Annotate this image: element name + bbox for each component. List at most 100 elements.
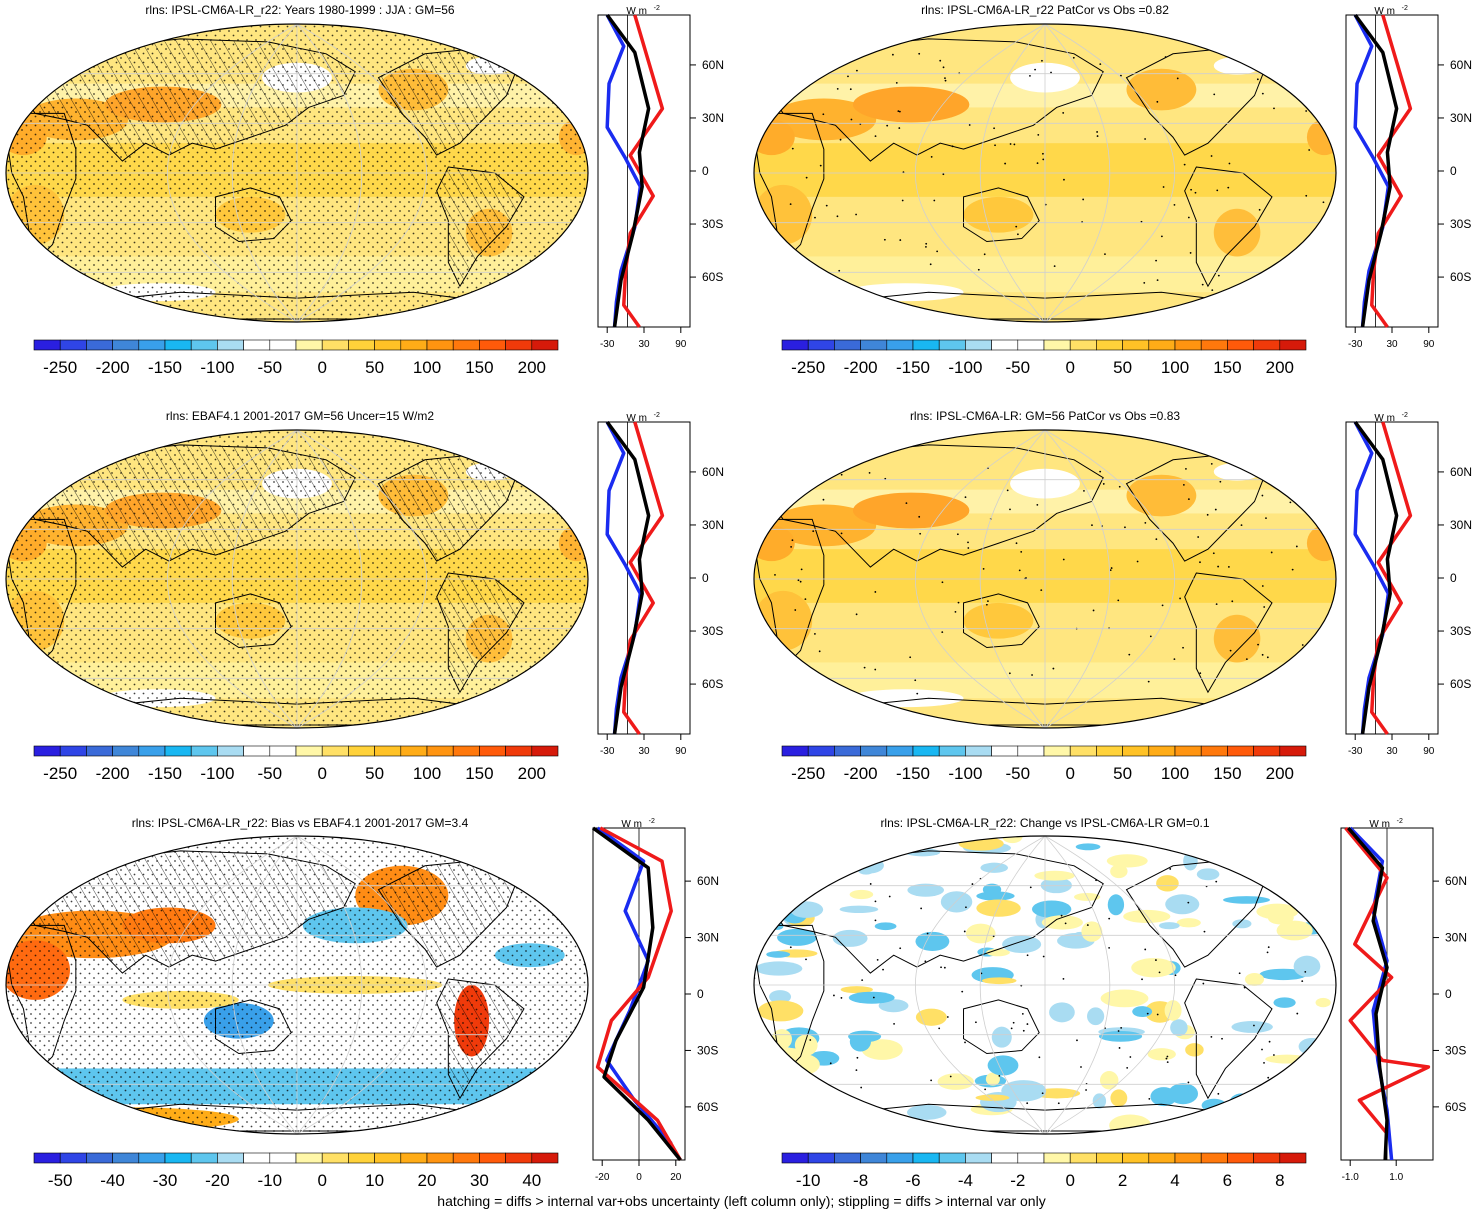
colorbar-swatch xyxy=(400,745,428,757)
profile-lat-label: 0 xyxy=(702,571,709,585)
colorbar-swatch xyxy=(86,745,113,757)
colorbar-swatch xyxy=(243,339,271,351)
colorbar-swatch xyxy=(807,1152,835,1164)
colorbar-swatch xyxy=(452,339,480,351)
colorbar-label: -200 xyxy=(844,358,878,377)
profile-lat-label: 60S xyxy=(697,1100,718,1114)
profile-curve-black xyxy=(605,13,651,328)
colorbar-label: 10 xyxy=(365,1171,384,1190)
colorbar-swatch xyxy=(991,339,1019,351)
colorbar-swatch xyxy=(348,339,375,351)
colorbar-swatch xyxy=(59,745,87,757)
colorbar-swatch xyxy=(1253,745,1281,757)
coastline-samerica xyxy=(1184,978,1273,1100)
profile-lat-label: 30N xyxy=(702,111,724,125)
profile-unit-label: W m xyxy=(621,819,642,830)
colorbar-swatch xyxy=(269,339,297,351)
colorbar-swatch xyxy=(190,1152,218,1164)
colorbar-label: -4 xyxy=(958,1171,973,1190)
colorbar-label: -250 xyxy=(43,358,77,377)
colorbar-swatch xyxy=(164,1152,192,1164)
colorbar-label: 2 xyxy=(1118,1171,1127,1190)
colorbar-5: -50-40-30-20-1001020304050 xyxy=(33,1152,559,1190)
profile-unit-label: W m xyxy=(1369,819,1390,830)
profile-unit-label: W m xyxy=(626,413,647,424)
colorbar-label: -2 xyxy=(1010,1171,1025,1190)
colorbar-swatch xyxy=(1043,745,1071,757)
colorbar-label: 200 xyxy=(518,764,546,783)
profile-lat-label: 30S xyxy=(1445,1043,1466,1057)
colorbar-swatch xyxy=(1043,339,1071,351)
colorbar-label: -100 xyxy=(948,764,982,783)
profile-value-label: 90 xyxy=(675,746,687,757)
map-panel-2 xyxy=(753,23,1337,323)
colorbar-swatch xyxy=(1279,339,1307,351)
profile-lat-label: 0 xyxy=(1450,164,1457,178)
colorbar-swatch xyxy=(1227,1152,1254,1164)
colorbar-label: 100 xyxy=(413,358,441,377)
coastline-africa xyxy=(754,924,825,1070)
colorbar-label: 0 xyxy=(1065,358,1074,377)
colorbar-4: -250-200-150-100-50050100150200250 xyxy=(781,745,1307,783)
map-panel-4 xyxy=(753,429,1337,729)
colorbar-swatch xyxy=(33,1152,61,1164)
colorbar-label: 0 xyxy=(317,358,326,377)
zonal-profile-6: W m -2 60N 30N 0 30S 60S -1.0 1.0 xyxy=(1340,818,1467,1183)
colorbar-swatch xyxy=(217,339,244,351)
profile-value-label: -1.0 xyxy=(1342,1172,1360,1183)
profile-curve-blue xyxy=(596,826,673,1145)
coastline-eurasia xyxy=(770,850,1104,974)
colorbar-swatch xyxy=(938,1152,966,1164)
profile-value-label: -30 xyxy=(600,339,615,350)
colorbar-swatch xyxy=(991,745,1019,757)
colorbar-swatch xyxy=(505,745,533,757)
colorbar-swatch xyxy=(400,339,428,351)
colorbar-swatch xyxy=(1069,1152,1097,1164)
panel-title-2: rlns: IPSL-CM6A-LR_r22 PatCor vs Obs =0.… xyxy=(921,3,1169,17)
profile-lat-label: 30N xyxy=(697,931,719,945)
colorbar-swatch xyxy=(912,339,940,351)
colorbar-label: -250 xyxy=(43,764,77,783)
colorbar-swatch xyxy=(348,1152,375,1164)
colorbar-swatch xyxy=(1174,339,1202,351)
colorbar-swatch xyxy=(965,745,992,757)
profile-value-label: 30 xyxy=(1386,746,1398,757)
colorbar-label: 100 xyxy=(1161,764,1189,783)
profile-lat-label: 60N xyxy=(1450,465,1472,479)
colorbar-swatch xyxy=(1174,1152,1202,1164)
panel-title-1: rlns: IPSL-CM6A-LR_r22: Years 1980-1999 … xyxy=(145,3,455,17)
colorbar-swatch xyxy=(860,1152,888,1164)
panel-title-5: rlns: IPSL-CM6A-LR_r22: Bias vs EBAF4.1 … xyxy=(131,816,469,830)
colorbar-swatch xyxy=(452,745,480,757)
colorbar-label: -150 xyxy=(148,764,182,783)
colorbar-swatch xyxy=(1148,745,1176,757)
colorbar-swatch xyxy=(269,745,297,757)
colorbar-label: -8 xyxy=(853,1171,868,1190)
coastline-africa xyxy=(754,112,825,258)
colorbar-swatch xyxy=(1069,745,1097,757)
colorbar-label: 40 xyxy=(522,1171,541,1190)
colorbar-label: -100 xyxy=(948,358,982,377)
colorbar-swatch xyxy=(834,339,861,351)
colorbar-swatch xyxy=(400,1152,428,1164)
colorbar-swatch xyxy=(190,745,218,757)
profile-unit-superscript: -2 xyxy=(654,5,660,12)
zonal-profile-1: W m -2 60N 30N 0 30S 60S -30 30 90 xyxy=(597,5,724,350)
profile-curve-black xyxy=(605,420,651,735)
colorbar-swatch xyxy=(1200,339,1228,351)
colorbar-swatch xyxy=(1227,745,1254,757)
colorbar-swatch xyxy=(217,1152,244,1164)
colorbar-label: 50 xyxy=(1113,358,1132,377)
colorbar-swatch xyxy=(886,1152,914,1164)
colorbar-swatch xyxy=(1279,745,1307,757)
colorbar-swatch xyxy=(807,745,835,757)
colorbar-label: 100 xyxy=(413,764,441,783)
colorbar-swatch xyxy=(886,745,914,757)
colorbar-label: -100 xyxy=(200,764,234,783)
profile-lat-label: 60N xyxy=(697,874,719,888)
coastline-australia xyxy=(215,593,292,649)
colorbar-swatch xyxy=(426,1152,454,1164)
profile-value-label: 20 xyxy=(670,1172,682,1183)
colorbar-label: 30 xyxy=(470,1171,489,1190)
colorbar-swatch xyxy=(991,1152,1019,1164)
